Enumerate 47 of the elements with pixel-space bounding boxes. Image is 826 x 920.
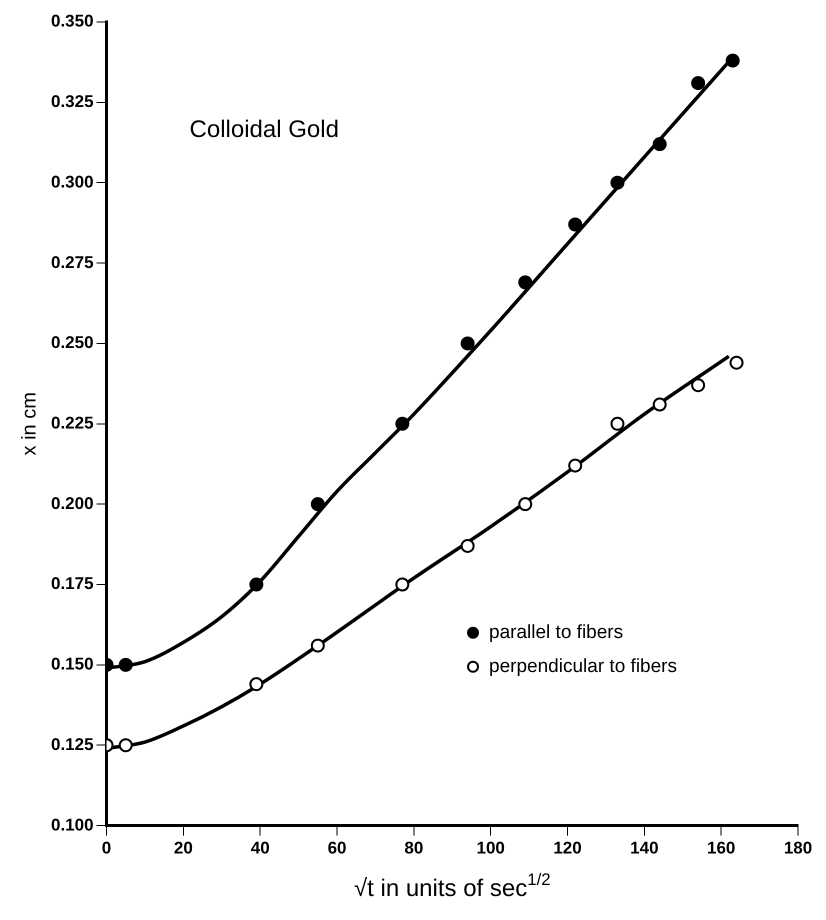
y-tick-label: 0.225 xyxy=(50,413,94,432)
y-tick-label: 0.325 xyxy=(50,92,94,112)
text: Colloidal Gold xyxy=(190,116,339,144)
point xyxy=(568,218,582,232)
y-tick-label: 0.350 xyxy=(50,12,94,31)
point xyxy=(310,638,325,653)
point xyxy=(568,458,582,473)
point xyxy=(726,54,740,68)
x-tick-label: 0 xyxy=(102,838,112,858)
y-tick-label: 0.150 xyxy=(50,654,94,674)
x-tick-label: 140 xyxy=(630,838,659,858)
point xyxy=(518,497,532,512)
y-tick-label: 0.175 xyxy=(50,574,94,594)
point xyxy=(691,378,706,392)
x-tick-label: 20 xyxy=(174,838,193,858)
point xyxy=(249,578,264,592)
point xyxy=(395,416,410,431)
point xyxy=(691,76,706,90)
y-tick-label: 0.200 xyxy=(50,494,94,513)
point xyxy=(610,176,624,190)
y-axis-title: x in cm xyxy=(18,392,41,456)
point xyxy=(652,398,667,412)
x-tick-label: 60 xyxy=(328,838,346,858)
y-tick-label: 0.250 xyxy=(50,333,94,352)
point xyxy=(460,336,475,350)
x-tick-label: 180 xyxy=(784,838,812,858)
point xyxy=(730,356,744,370)
y-tick-label: 0.100 xyxy=(50,815,94,834)
point xyxy=(652,137,667,152)
point xyxy=(610,416,624,431)
point xyxy=(395,578,410,592)
point xyxy=(249,677,264,692)
point xyxy=(118,658,133,672)
legend-label: parallel to fibers xyxy=(489,622,624,643)
point xyxy=(118,738,133,752)
x-tick-label: 100 xyxy=(476,838,505,858)
legend-label: perpendicular to fibers xyxy=(489,656,678,677)
x-tick-label: 80 xyxy=(404,838,424,858)
point xyxy=(310,497,325,512)
y-tick-label: 0.300 xyxy=(50,172,94,192)
x-tick-label: 160 xyxy=(706,838,736,858)
y-tick-label: 0.125 xyxy=(50,734,94,754)
x-tick-label: 40 xyxy=(250,838,270,858)
x-tick-label: 120 xyxy=(553,838,582,858)
y-tick-label: 0.275 xyxy=(50,252,94,272)
point xyxy=(518,275,532,290)
point xyxy=(460,538,475,553)
